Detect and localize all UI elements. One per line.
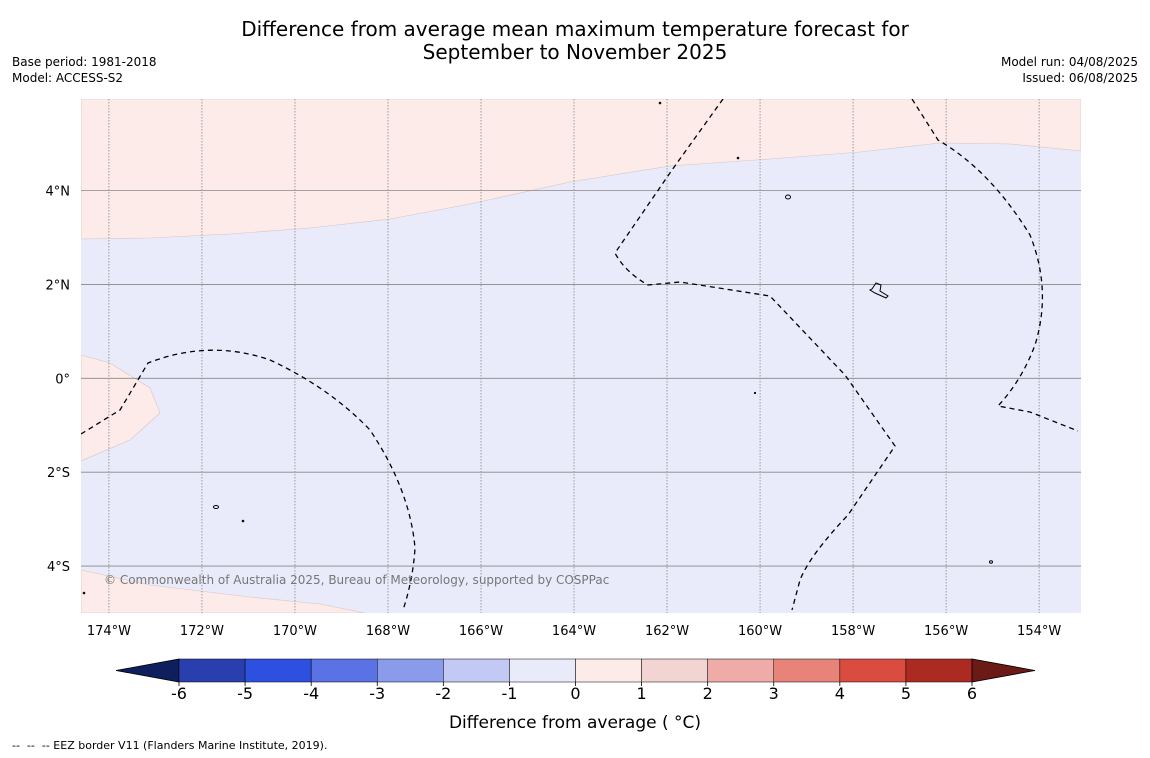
colorbar-tick-label: -1 xyxy=(501,684,517,703)
colorbar-tick-label: 5 xyxy=(901,684,911,703)
anomaly-region-positive-north xyxy=(81,99,1081,240)
model-info: Base period: 1981-2018 Model: ACCESS-S2 xyxy=(12,54,157,86)
latitude-label: 2°N xyxy=(46,278,71,293)
colorbar-segment xyxy=(905,658,973,683)
latitude-label: 2°S xyxy=(47,466,70,481)
eez-border-west xyxy=(81,349,416,611)
colorbar-segment xyxy=(244,658,312,683)
colorbar-tick-label: 1 xyxy=(636,684,646,703)
islands xyxy=(82,101,993,595)
longitude-label: 164°W xyxy=(552,624,596,639)
colorbar-segment xyxy=(839,658,907,683)
colorbar-segment xyxy=(707,658,775,683)
colorbar-over-arrow xyxy=(971,658,1036,683)
title-line-1: Difference from average mean maximum tem… xyxy=(241,17,909,41)
island-islet-upper xyxy=(736,156,740,160)
colorbar-segment xyxy=(377,658,444,683)
latitude-label: 4°N xyxy=(46,185,71,200)
longitude-label: 174°W xyxy=(87,624,131,639)
island-islet-southwest xyxy=(241,519,245,523)
latitude-labels: 4°N 2°N 0° 2°S 4°S xyxy=(46,185,71,576)
map-plot-area: © Commonwealth of Australia 2025, Bureau… xyxy=(81,99,1081,613)
longitude-label: 170°W xyxy=(273,624,317,639)
graticule xyxy=(81,99,1081,613)
colorbar: -6 -5 -4 -3 -2 -1 0 1 2 3 4 5 6 xyxy=(115,658,1036,703)
colorbar-tick-label: 6 xyxy=(967,684,977,703)
colorbar-segment xyxy=(641,658,708,683)
model-name: Model: ACCESS-S2 xyxy=(12,71,124,85)
map-figure: © Commonwealth of Australia 2025, Bureau… xyxy=(46,99,1081,733)
longitude-label: 156°W xyxy=(924,624,968,639)
longitude-label: 168°W xyxy=(366,624,410,639)
issued-date: Issued: 06/08/2025 xyxy=(1022,71,1138,85)
footer-note: -- -- -- EEZ border V11 (Flanders Marine… xyxy=(12,739,328,752)
island-islet-southeast xyxy=(989,560,993,564)
longitude-label: 162°W xyxy=(645,624,689,639)
eez-borders xyxy=(81,99,1079,611)
issue-info: Model run: 04/08/2025 Issued: 06/08/2025 xyxy=(1001,54,1138,86)
eez-border-east xyxy=(911,99,1079,432)
colorbar-tick-label: 3 xyxy=(769,684,779,703)
colorbar-tick-label: -2 xyxy=(435,684,451,703)
colorbar-tick-label: 0 xyxy=(570,684,580,703)
colorbar-tick-label: 2 xyxy=(703,684,713,703)
longitude-label: 158°W xyxy=(831,624,875,639)
colorbar-tick-label: 4 xyxy=(835,684,845,703)
copyright-notice: © Commonwealth of Australia 2025, Bureau… xyxy=(104,573,609,587)
latitude-label: 4°S xyxy=(47,560,70,575)
colorbar-segment xyxy=(310,658,378,683)
island-islet-equator xyxy=(753,391,757,395)
island-islet-west xyxy=(82,591,86,595)
colorbar-tick-label: -3 xyxy=(369,684,385,703)
colorbar-tick-label: -4 xyxy=(303,684,319,703)
island-atoll-southwest xyxy=(213,505,219,509)
base-period: Base period: 1981-2018 xyxy=(12,55,157,69)
longitude-label: 160°W xyxy=(738,624,782,639)
colorbar-under-arrow xyxy=(115,658,180,683)
colorbar-tick-label: -6 xyxy=(171,684,187,703)
model-run: Model run: 04/08/2025 xyxy=(1000,55,1138,69)
island-atoll-north xyxy=(785,194,791,200)
latitude-label: 0° xyxy=(55,372,70,387)
colorbar-tick-label: -5 xyxy=(237,684,253,703)
anomaly-region-positive-south xyxy=(81,569,366,613)
longitude-label: 172°W xyxy=(180,624,224,639)
longitude-labels: 174°W 172°W 170°W 168°W 166°W 164°W 162°W 160°W… xyxy=(87,624,1062,639)
colorbar-segment xyxy=(178,658,246,683)
colorbar-label: Difference from average ( °C) xyxy=(449,713,701,733)
colorbar-segment xyxy=(443,658,510,683)
colorbar-segment xyxy=(575,658,642,683)
colorbar-segment xyxy=(773,658,841,683)
colorbar-segment xyxy=(509,658,576,683)
longitude-label: 166°W xyxy=(459,624,503,639)
island-islet-top xyxy=(658,101,662,105)
eez-border-central xyxy=(614,99,896,611)
island-atoll-large xyxy=(868,282,889,299)
longitude-label: 154°W xyxy=(1017,624,1061,639)
title-line-2: September to November 2025 xyxy=(422,40,728,64)
map-title: Difference from average mean maximum tem… xyxy=(0,18,1150,64)
